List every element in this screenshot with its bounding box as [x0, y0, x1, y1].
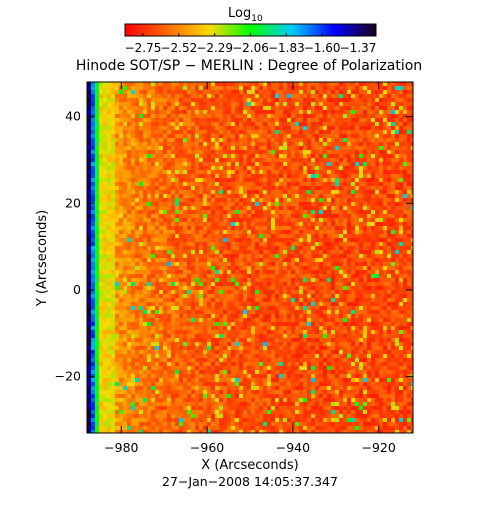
- chart-title: Hinode SOT/SP − MERLIN : Degree of Polar…: [76, 58, 422, 74]
- y-tick-label: −20: [55, 369, 81, 384]
- x-axis-ticks: −980 −960 −940 −920: [104, 82, 396, 455]
- x-tick-label: −940: [276, 440, 310, 455]
- timestamp: 27−Jan−2008 14:05:37.347: [162, 474, 338, 489]
- x-axis-label: X (Arcseconds): [201, 458, 298, 473]
- x-tick-label: −980: [104, 440, 138, 455]
- colorbar-ticks: −2.75 −2.52 −2.29 −2.06 −1.83 −1.60 −1.37: [125, 33, 377, 55]
- colorbar-label: Log10: [228, 6, 263, 24]
- colorbar-tick-label: −1.37: [340, 41, 377, 55]
- colorbar-tick-label: −1.83: [268, 41, 305, 55]
- colorbar-tick-label: −2.29: [196, 41, 233, 55]
- y-axis-ticks: −20 0 20 40: [55, 109, 413, 384]
- y-axis-label: Y (Arcseconds): [35, 210, 50, 307]
- x-tick-label: −920: [362, 440, 396, 455]
- y-tick-label: 20: [65, 195, 81, 210]
- heatmap-image: [87, 82, 413, 433]
- y-tick-label: 0: [73, 282, 81, 297]
- plot-frame: [86, 81, 414, 434]
- colorbar-tick-label: −2.52: [160, 41, 197, 55]
- colorbar-tick-label: −2.06: [232, 41, 269, 55]
- colorbar-tick-label: −2.75: [125, 41, 162, 55]
- x-tick-label: −960: [190, 440, 224, 455]
- colorbar-tick-label: −1.60: [304, 41, 341, 55]
- y-tick-label: 40: [65, 109, 81, 124]
